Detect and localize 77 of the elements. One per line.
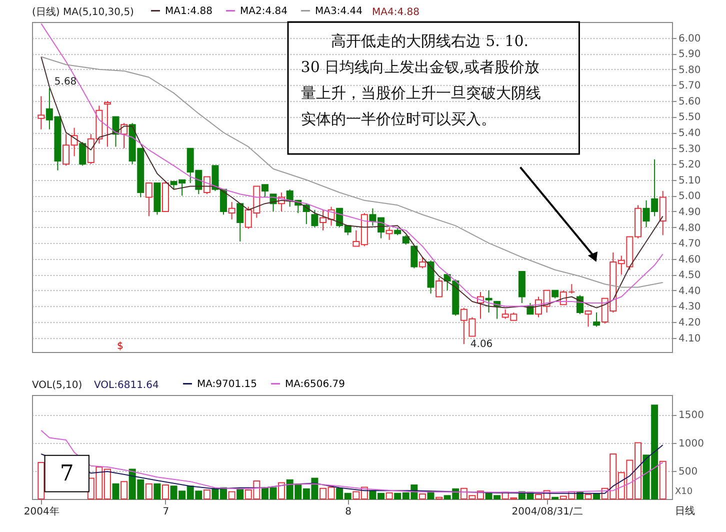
y-tick-label: 500: [678, 466, 698, 478]
text: MA4:4.88: [372, 7, 420, 18]
x-tick-label: 2004年: [24, 506, 60, 518]
candlestick: [79, 142, 86, 166]
candlestick: [236, 203, 244, 242]
y-tick-label: 4.40: [678, 286, 701, 297]
bar: [386, 492, 393, 500]
annotation: $: [117, 341, 124, 352]
legend-label: MA:6506.79: [285, 378, 346, 390]
y-tick-label: 5.00: [678, 191, 701, 202]
y-tick-label: 5.80: [678, 64, 701, 76]
chart-title: (日线) MA(5,10,30,5): [32, 6, 134, 18]
text: VOL:6811.64: [94, 380, 159, 391]
candlestick: [386, 226, 393, 240]
candlestick: [104, 100, 111, 148]
legend-label: MA2:4.84: [240, 6, 288, 17]
bar: [145, 483, 152, 500]
y-tick-label: 4.60: [678, 254, 701, 266]
candlestick: [584, 310, 592, 328]
annotation: 4.06: [470, 338, 493, 350]
candlestick: [38, 96, 45, 130]
y-tick-label: 5.20: [678, 160, 701, 171]
x-tick-label: 2004/08/31/二: [512, 506, 583, 518]
y-tick-label: 1500: [678, 410, 704, 422]
bar: [593, 493, 600, 500]
legend-label: MA:9701.15: [197, 378, 258, 390]
candlestick: [228, 202, 236, 220]
candlestick: [593, 312, 600, 328]
y-tick-label: 5.50: [678, 112, 701, 124]
text: 日线: [675, 505, 695, 517]
y-tick-label: 4.90: [678, 206, 701, 218]
bar: [584, 494, 592, 500]
annotation: 7: [60, 462, 74, 487]
y-tick-label: 5.70: [678, 80, 701, 92]
y-tick-label: 4.70: [678, 238, 701, 250]
candlestick: [659, 190, 666, 236]
chart-title: VOL(5,10): [32, 380, 82, 391]
bar: [120, 481, 128, 500]
y-tick-label: 6.00: [678, 33, 701, 44]
y-tick-label: 5.40: [678, 128, 701, 140]
candlestick: [436, 277, 443, 298]
bar: [162, 484, 169, 500]
candlestick: [418, 256, 426, 269]
y-tick-label: 1000: [678, 438, 704, 450]
bar: [154, 483, 161, 500]
y-tick-label: 5.10: [678, 175, 701, 186]
y-tick-label: 4.50: [678, 270, 701, 282]
text: X10: [675, 487, 693, 497]
bar: [203, 490, 210, 500]
y-tick-label: 5.60: [678, 96, 701, 108]
x-tick-label: 7: [162, 506, 170, 518]
legend-label: MA3:4.44: [315, 6, 362, 17]
y-tick-label: 5.90: [678, 49, 701, 60]
bar: [418, 493, 426, 500]
bar: [228, 491, 236, 500]
x-tick-label: 8: [345, 506, 352, 518]
candlestick: [212, 165, 219, 192]
y-tick-label: 4.10: [678, 333, 701, 344]
annotation: 高开低走的大阴线右边 5. 10.30 日均线向上发出金钗,或者股价放量上升，当股价上升一旦突破大阴线实体的一半价位时可以买入。: [300, 32, 541, 128]
bar: [278, 482, 286, 500]
bar: [659, 460, 666, 500]
bar: [236, 488, 244, 500]
candlestick: [261, 184, 268, 198]
candlestick: [485, 290, 492, 314]
y-tick-label: 5.30: [678, 144, 701, 155]
candlestick: [145, 182, 152, 217]
candlestick: [112, 116, 120, 148]
candlestick: [410, 246, 418, 269]
bar: [112, 483, 120, 500]
y-tick-label: 4.80: [678, 222, 701, 234]
candlestick: [311, 209, 318, 228]
annotation: 5.68: [54, 76, 77, 88]
line-series: [40, 430, 664, 493]
legend-label: MA1:4.88: [165, 6, 212, 17]
candlestick: [402, 234, 410, 246]
y-tick-label: 4.20: [678, 318, 701, 328]
y-tick-label: 4.30: [678, 302, 701, 313]
